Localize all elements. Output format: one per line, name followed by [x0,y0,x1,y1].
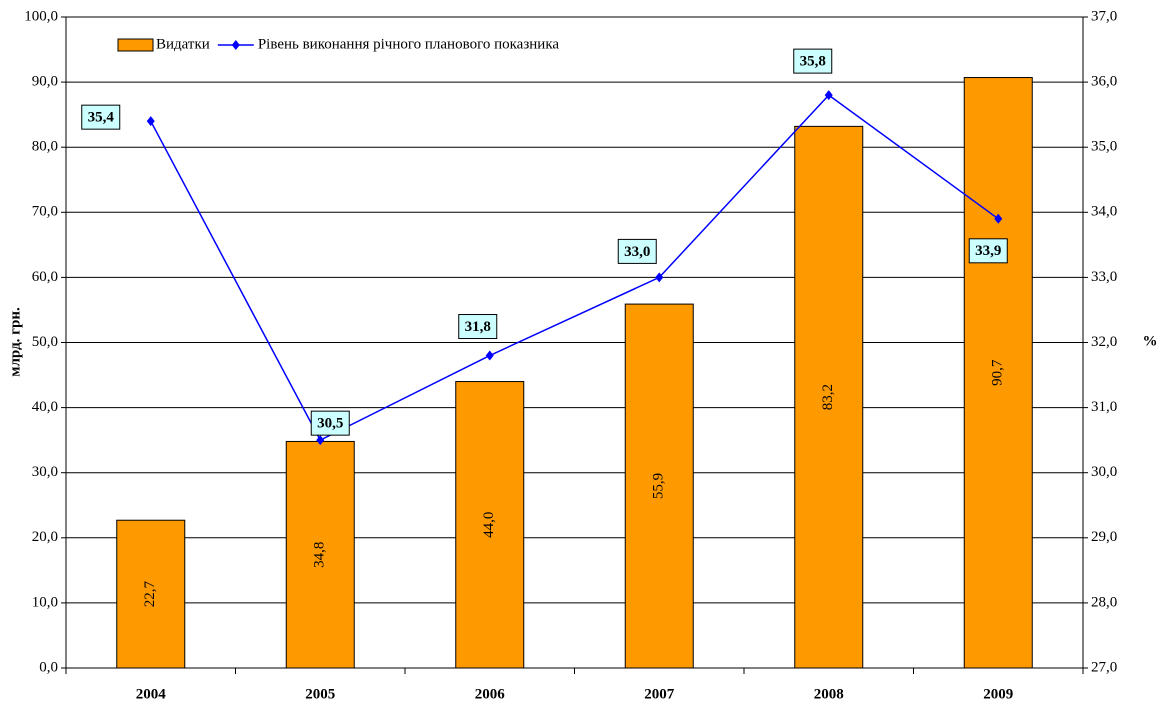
y-tick-label: 100,0 [24,8,58,24]
line-value-label: 33,0 [624,244,650,260]
line-value-label: 30,5 [317,416,343,432]
bar-value-label: 44,0 [481,512,497,538]
bar [116,519,186,669]
label-box [617,238,657,264]
label-box [793,48,833,74]
line-marker [994,213,1003,224]
y2-tick-label: 33,0 [1091,269,1117,285]
legend-swatch [117,38,154,52]
legend-label: Видатки [156,36,210,52]
x-tick-label: 2006 [475,686,506,702]
y2-tick-label: 28,0 [1091,594,1117,610]
label-box [81,104,121,130]
y2-tick-label: 37,0 [1091,8,1117,24]
y2-tick-label: 30,0 [1091,464,1117,480]
y-tick-label: 20,0 [32,529,58,545]
x-tick-label: 2005 [305,686,335,702]
label-box [968,238,1008,264]
line-marker [146,116,155,127]
y2-tick-label: 35,0 [1091,139,1117,155]
label-box [310,410,350,436]
y2-tick-label: 27,0 [1091,659,1117,675]
line-value-label: 35,8 [800,54,826,70]
y-tick-label: 60,0 [32,269,58,285]
y-tick-label: 70,0 [32,204,58,220]
y2-tick-label: 36,0 [1091,74,1117,90]
legend-label: Рівень виконання річного планового показ… [258,36,560,52]
y-tick-label: 50,0 [32,334,58,350]
bar [624,303,694,669]
legend-marker [231,40,240,50]
x-tick-label: 2007 [644,686,675,702]
bar-value-label: 55,9 [651,473,667,499]
y-tick-label: 90,0 [32,74,58,90]
y2-tick-label: 29,0 [1091,529,1117,545]
line-marker [655,272,664,283]
y-tick-label: 40,0 [32,399,58,415]
bar-value-label: 34,8 [312,542,328,568]
line [150,94,999,442]
y2-tick-label: 34,0 [1091,204,1117,220]
y2-tick-label: 31,0 [1091,399,1117,415]
y2-axis-label: % [1143,333,1158,349]
bar [794,125,864,669]
line-marker [485,350,494,361]
line-marker [824,90,833,101]
x-tick-label: 2008 [814,686,844,702]
line-marker [316,435,325,446]
line-value-label: 33,9 [975,243,1001,259]
line-value-label: 35,4 [88,110,115,126]
y2-tick-label: 32,0 [1091,334,1117,350]
x-tick-label: 2004 [136,686,167,702]
bar-value-label: 22,7 [142,580,158,607]
y-axis-label: млрд. грн. [7,307,23,377]
y-tick-label: 10,0 [32,594,58,610]
y-tick-label: 0,0 [39,659,58,675]
bar [285,440,355,669]
line-value-label: 31,8 [465,319,491,335]
y-tick-label: 30,0 [32,464,58,480]
bar-value-label: 83,2 [820,384,836,410]
bar [963,77,1033,669]
bar [455,381,525,669]
x-tick-label: 2009 [983,686,1013,702]
y-tick-label: 80,0 [32,139,58,155]
bar-value-label: 90,7 [990,359,1006,386]
label-box [458,314,498,340]
